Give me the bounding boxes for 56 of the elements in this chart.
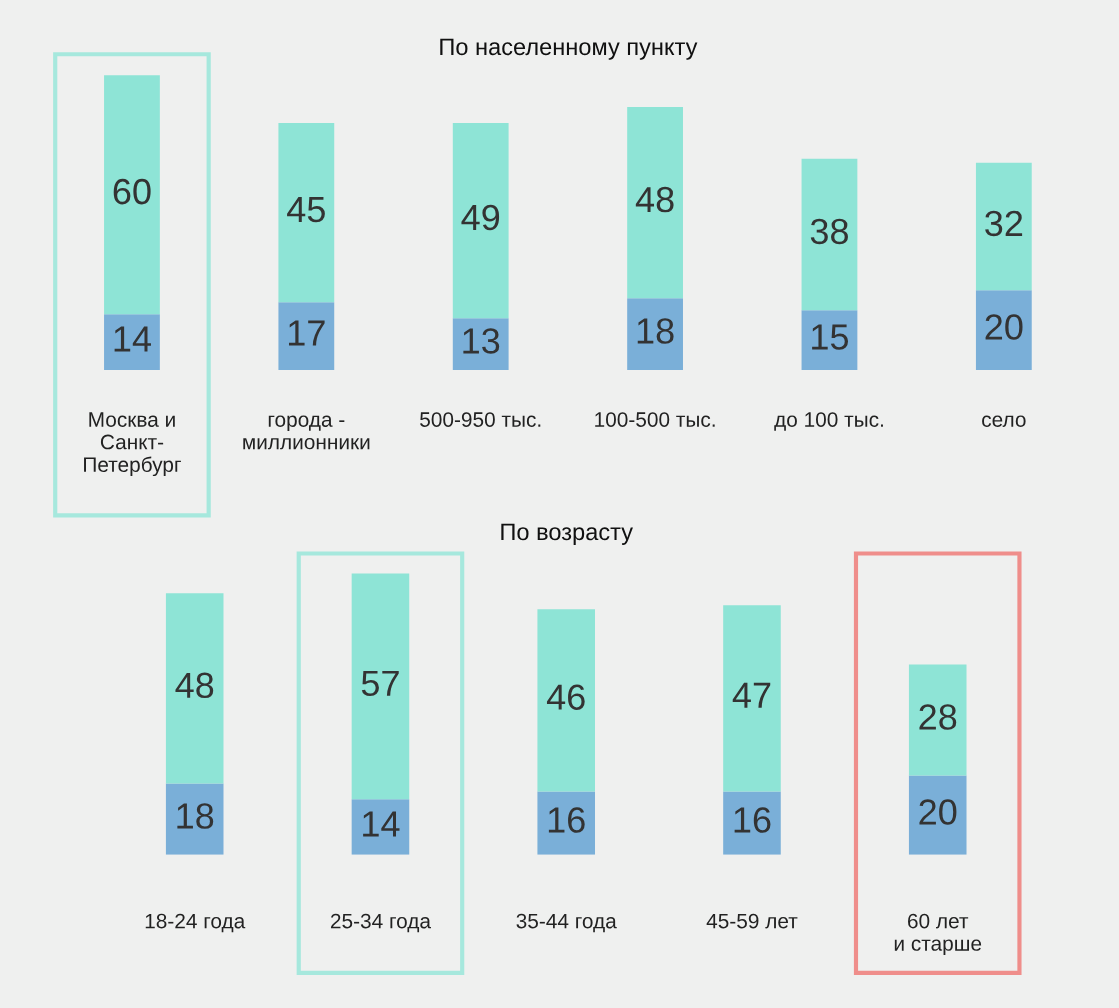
bar: [278, 302, 335, 370]
data-label: 57: [361, 670, 399, 697]
data-label: 38: [810, 218, 848, 245]
x-tick-label: 35-44 года: [516, 913, 617, 933]
x-tick-label: 45-59 лет: [706, 913, 798, 929]
data-label: 18: [177, 803, 214, 829]
bar: [104, 75, 160, 315]
bar: [165, 593, 224, 784]
data-label: 16: [548, 807, 585, 833]
data-label: 46: [546, 684, 585, 710]
data-label: 45: [287, 197, 325, 223]
bar: [723, 791, 781, 855]
data-label: 14: [114, 326, 151, 352]
x-tick-label: Москва и Санкт- Петербург: [84, 412, 181, 477]
data-label: 47: [732, 682, 771, 708]
bar: [723, 605, 781, 792]
data-label: 20: [985, 314, 1023, 340]
data-label: 60: [113, 178, 151, 205]
data-label: 28: [919, 704, 957, 730]
data-label: 49: [461, 204, 500, 231]
data-label: 13: [463, 328, 500, 354]
bar: [165, 783, 224, 855]
bar: [278, 123, 335, 303]
x-tick-label: 500-950 тыс.: [420, 412, 541, 427]
x-tick-label: 25-34 года: [330, 913, 431, 933]
data-label: 17: [289, 320, 325, 346]
bar: [975, 162, 1032, 291]
bar: [975, 290, 1032, 370]
bar: [908, 664, 967, 776]
data-label: 15: [812, 324, 849, 350]
bar: [452, 318, 509, 370]
bar: [537, 791, 596, 855]
bar: [104, 314, 160, 370]
bar: [801, 310, 858, 370]
data-label: 32: [985, 210, 1023, 237]
bar: [801, 158, 858, 311]
data-label: 18: [637, 318, 674, 344]
x-tick-label: 60 лет и старше: [894, 913, 982, 955]
data-label: 14: [363, 811, 400, 837]
bar: [627, 107, 683, 299]
bar: [537, 609, 596, 792]
chart-title: По возрасту: [501, 523, 633, 545]
chart-title: По населенному пункту: [440, 38, 698, 60]
data-label: 48: [175, 672, 214, 699]
bar: [627, 298, 683, 370]
x-tick-label: село: [982, 415, 1026, 427]
x-tick-label: 100-500 тыс.: [595, 412, 715, 427]
bar: [351, 573, 410, 800]
data-label: 20: [919, 799, 957, 825]
data-label: 16: [734, 807, 771, 833]
data-label: 48: [635, 186, 674, 213]
x-tick-label: города - миллионники: [243, 415, 370, 450]
bar: [908, 775, 967, 855]
x-tick-label: до 100 тыс.: [774, 412, 883, 431]
x-tick-label: 18-24 года: [145, 913, 246, 933]
bar: [452, 123, 509, 319]
